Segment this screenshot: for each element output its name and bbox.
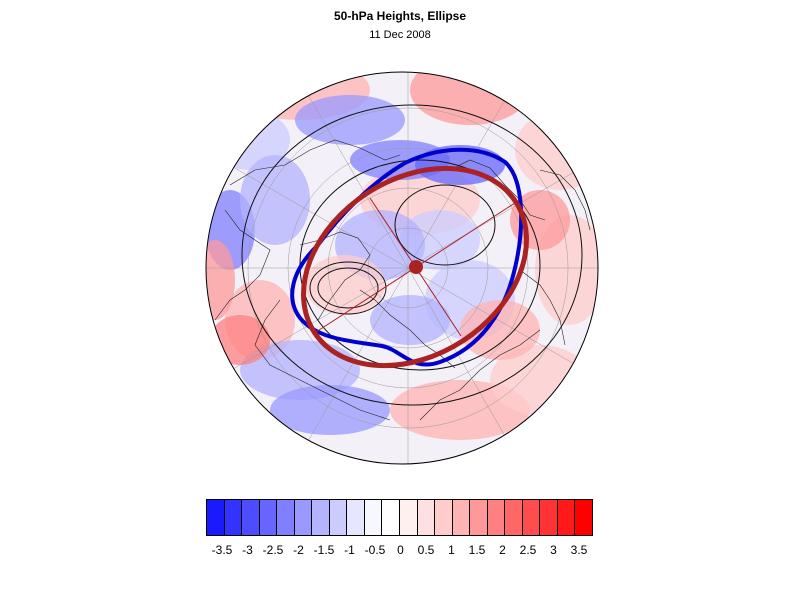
colorbar-tick-label: -2.5 <box>262 543 284 557</box>
colorbar-cell <box>329 500 348 535</box>
colorbar-cell <box>557 500 576 535</box>
colorbar-cell <box>540 500 558 535</box>
colorbar-cell <box>259 500 278 535</box>
meridian-line <box>226 162 409 269</box>
colorbar-cell <box>364 500 383 535</box>
colorbar-tick-label: -2 <box>293 543 304 557</box>
colorbar-tick-label: 1 <box>448 543 455 557</box>
meridian-line <box>407 267 590 374</box>
anomaly-patch <box>295 95 405 145</box>
colorbar-cell <box>522 500 541 535</box>
colorbar-cell <box>294 500 313 535</box>
colorbar-cell <box>575 500 593 535</box>
map-date: 11 Dec 2008 <box>369 29 431 41</box>
coastlines <box>214 139 591 421</box>
colorbar-tick-label: 3 <box>550 543 557 557</box>
anomaly-patch <box>305 255 385 315</box>
colorbar-tick-label: 3.5 <box>570 543 588 557</box>
colorbar-cell <box>452 500 471 535</box>
anomaly-patch <box>210 315 270 365</box>
colorbar-tick-label: 0.5 <box>417 543 435 557</box>
colorbar-cell <box>487 500 506 535</box>
colorbar-cell <box>417 500 436 535</box>
colorbar-cell <box>224 500 243 535</box>
colorbar-cell <box>242 500 260 535</box>
colorbar-tick-label: -3 <box>242 543 253 557</box>
colorbar-tick-label: 1.5 <box>468 543 486 557</box>
colorbar <box>206 499 593 536</box>
meridian-line <box>302 86 409 269</box>
colorbar-cell <box>505 500 523 535</box>
anomaly-patch <box>206 240 235 320</box>
fitted-ellipse <box>301 165 529 369</box>
colorbar-tick-label: -1.5 <box>313 543 335 557</box>
meridian-line <box>407 267 514 450</box>
colorbar-tick-label: -0.5 <box>364 543 386 557</box>
meridian-line <box>407 86 514 269</box>
colorbar-tick-label: 0 <box>397 543 404 557</box>
colorbar-cell <box>347 500 365 535</box>
anomaly-patch <box>240 155 310 245</box>
colorbar-tick-label: -1 <box>344 543 355 557</box>
colorbar-cell <box>400 500 418 535</box>
colorbar-tick-label: 2.5 <box>519 543 537 557</box>
colorbar-cell <box>207 500 225 535</box>
colorbar-cell <box>470 500 488 535</box>
ellipse-center-marker <box>409 260 423 274</box>
map-border <box>205 71 599 465</box>
anomaly-patch <box>515 110 598 190</box>
map-title: 50-hPa Heights, Ellipse <box>333 9 467 23</box>
colorbar-cell <box>312 500 330 535</box>
colorbar-cell <box>382 500 401 535</box>
colorbar-tick-label: -3.5 <box>211 543 233 557</box>
colorbar-tick-label: 2 <box>499 543 506 557</box>
meridian-line <box>302 267 409 450</box>
anomaly-patch <box>370 295 450 345</box>
lat-lon-grid <box>206 72 598 464</box>
colorbar-cell <box>277 500 295 535</box>
anomaly-patch <box>345 48 395 72</box>
map-globe <box>206 48 598 464</box>
colorbar-cell <box>435 500 453 535</box>
